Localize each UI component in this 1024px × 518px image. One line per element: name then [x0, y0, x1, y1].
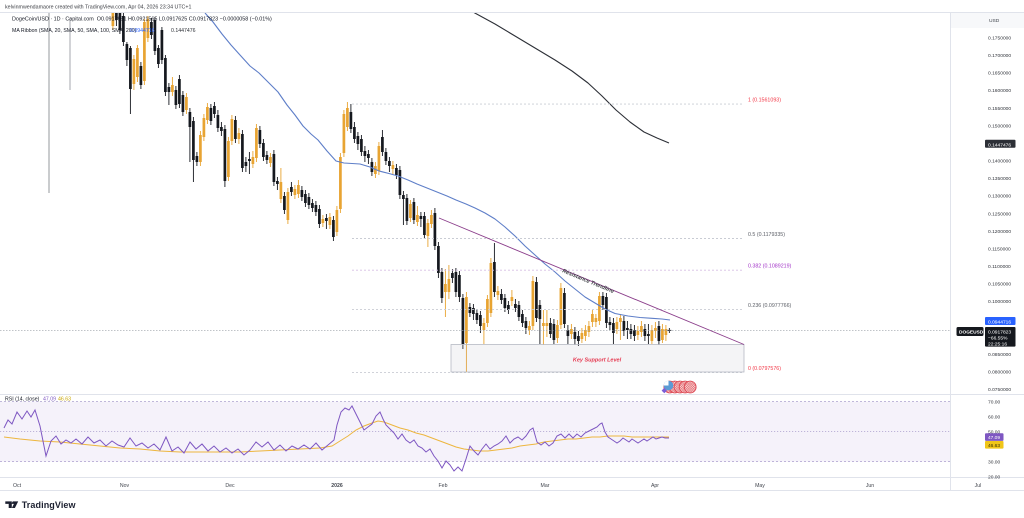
svg-text:20.00: 20.00: [988, 474, 1001, 480]
svg-text:0.1500000: 0.1500000: [988, 123, 1011, 129]
svg-text:0 (0.0797576): 0 (0.0797576): [748, 366, 781, 372]
svg-text:Jun: Jun: [866, 483, 874, 489]
svg-text:0.0944716: 0.0944716: [988, 319, 1011, 325]
svg-text:0.1750000: 0.1750000: [988, 35, 1011, 41]
svg-text:22:25:16: 22:25:16: [988, 342, 1007, 348]
svg-text:0.5 (0.1179335): 0.5 (0.1179335): [748, 232, 785, 238]
svg-text:46.63: 46.63: [58, 397, 71, 403]
svg-text:TradingView: TradingView: [22, 500, 77, 510]
svg-text:Mar: Mar: [541, 483, 550, 489]
svg-text:0.0800000: 0.0800000: [988, 370, 1011, 376]
svg-text:47.09: 47.09: [988, 435, 1000, 441]
svg-text:May: May: [755, 483, 765, 489]
svg-text:DOGEUSD: DOGEUSD: [959, 330, 984, 336]
svg-text:1 (0.1561093): 1 (0.1561093): [748, 98, 781, 104]
svg-text:−66.55%: −66.55%: [988, 336, 1008, 342]
svg-text:Oct: Oct: [13, 483, 22, 489]
svg-text:0.1300000: 0.1300000: [988, 194, 1011, 200]
svg-text:RSI (14, close): RSI (14, close): [5, 397, 40, 403]
svg-text:0.236 (0.0977766): 0.236 (0.0977766): [748, 303, 792, 309]
svg-text:0.0917823: 0.0917823: [988, 329, 1011, 335]
svg-text:0.1650000: 0.1650000: [988, 71, 1011, 77]
svg-text:30.00: 30.00: [988, 459, 1001, 465]
svg-text:70.00: 70.00: [988, 399, 1001, 405]
svg-text:Key Support Level: Key Support Level: [573, 358, 622, 364]
svg-text:MA Ribbon (SMA, 20, SMA, 50, S: MA Ribbon (SMA, 20, SMA, 50, SMA, 100, S…: [12, 28, 137, 34]
svg-text:Dec: Dec: [225, 483, 235, 489]
svg-text:USD: USD: [989, 18, 1000, 24]
svg-text:0.1447476: 0.1447476: [171, 28, 196, 34]
svg-text:0.1150000: 0.1150000: [988, 246, 1011, 252]
svg-text:47.09: 47.09: [43, 397, 56, 403]
svg-text:0.1250000: 0.1250000: [988, 211, 1011, 217]
svg-text:0.1100000: 0.1100000: [988, 264, 1011, 270]
svg-text:0.1550000: 0.1550000: [988, 106, 1011, 112]
svg-text:2026: 2026: [331, 483, 343, 489]
svg-text:Apr: Apr: [651, 483, 659, 489]
svg-text:0.1447476: 0.1447476: [988, 142, 1011, 148]
svg-text:Feb: Feb: [439, 483, 448, 489]
svg-text:0.1050000: 0.1050000: [988, 282, 1011, 288]
svg-text:46.63: 46.63: [988, 443, 1000, 449]
svg-text:60.00: 60.00: [988, 414, 1001, 420]
svg-text:0.1400000: 0.1400000: [988, 159, 1011, 165]
svg-text:0.0750000: 0.0750000: [988, 387, 1011, 393]
svg-text:Jul: Jul: [975, 483, 982, 489]
svg-text:0.0850000: 0.0850000: [988, 352, 1011, 358]
svg-text:0.1200000: 0.1200000: [988, 229, 1011, 235]
svg-text:0.382 (0.1089219): 0.382 (0.1089219): [748, 264, 792, 270]
svg-text:0.1350000: 0.1350000: [988, 176, 1011, 182]
svg-text:0.1700000: 0.1700000: [988, 53, 1011, 59]
svg-text:Nov: Nov: [120, 483, 130, 489]
svg-text:50.00: 50.00: [988, 429, 1001, 435]
svg-text:DogeCoin/USD · 1D · Capital.co: DogeCoin/USD · 1D · Capital.com O0.09179…: [12, 17, 272, 23]
svg-text:0.0944716: 0.0944716: [130, 28, 155, 34]
svg-text:0.1000000: 0.1000000: [988, 299, 1011, 305]
svg-text:kelvinmwendamaore created with: kelvinmwendamaore created with TradingVi…: [5, 5, 191, 11]
svg-text:0.1600000: 0.1600000: [988, 88, 1011, 94]
